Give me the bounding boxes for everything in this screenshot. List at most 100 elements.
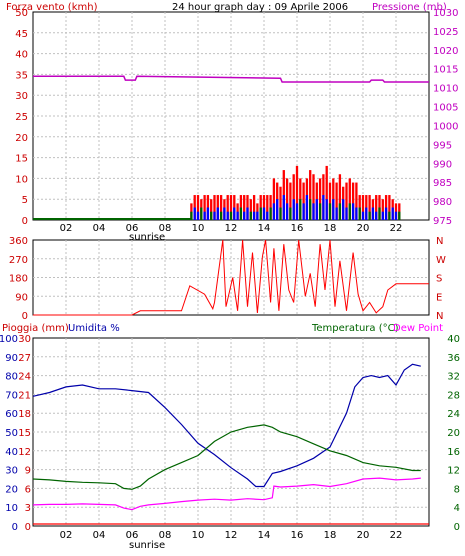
rain-x-tick-label: 14 [258,530,271,541]
wind-gust-bar [335,182,338,220]
temperature-tick-label: 40 [447,334,460,345]
wind-direction-ticks: 0 N 90 E 180 S 270 W 360 N [9,236,446,322]
wind-gust-bar [368,195,371,220]
wind-gust-bar [249,199,252,220]
direction-compass-label: E [436,292,442,303]
wind-mean-bar [210,211,213,220]
wind-tick-label: 5 [22,195,28,206]
wind-gust-bar [226,195,229,220]
wind-tick-label: 30 [15,91,28,102]
pressure-tick-label: 980 [433,197,452,208]
wind-mean-bar [309,199,312,220]
temperature-tick-label: 8 [454,484,460,495]
direction-compass-label: N [436,236,443,247]
wind-mean-bar [259,207,262,220]
direction-tick-label: 360 [9,236,28,247]
wind-gust-bar [365,195,368,220]
wind-mean-bar [338,203,342,220]
wind-mean-bar [226,211,229,220]
wind-tick-label: 15 [15,154,28,165]
wind-gust-bar [203,195,206,220]
wind-direction-grid [33,240,429,315]
wind-x-tick-label: 16 [291,223,304,234]
humidity-tick-label: 0 [12,522,18,533]
chart-title: 24 hour graph day : 09 Aprile 2006 [172,2,348,13]
wind-gust-bar [338,174,342,220]
wind-mean-bar [213,211,216,220]
rain-tick-label: 15 [18,428,31,439]
wind-gust-bar [292,174,295,220]
wind-gust-bar [328,182,332,220]
wind-mean-bar [256,211,259,220]
wind-gust-bar [262,195,266,220]
wind-gust-bar [309,170,312,220]
temperature-tick-label: 28 [447,390,460,401]
wind-mean-bar [332,199,335,220]
wind-gust-bar [269,195,272,220]
rain-x-tick-label: 12 [225,530,238,541]
wind-mean-bar [394,211,398,220]
wind-pressure-marks [33,75,429,220]
humidity-tick-label: 90 [5,353,18,364]
rain-x-tick-label: 16 [291,530,304,541]
wind-mean-bar [351,203,355,220]
wind-mean-bar [358,207,361,220]
humidity-tick-label: 50 [5,428,18,439]
wind-x-tick-label: 22 [390,223,403,234]
wind-x-tick-label: 08 [159,223,172,234]
wind-mean-bar [302,203,305,220]
wind-gust-bar [348,178,351,220]
rain-x-tick-label: 02 [60,530,73,541]
wind-mean-bar [361,211,365,220]
humidity-tick-label: 70 [5,390,18,401]
wind-mean-bar [378,207,381,220]
humidity-tick-label: 10 [5,503,18,514]
wind-x-tick-label: 10 [192,223,205,234]
pressure-tick-label: 1000 [433,121,458,132]
wind-mean-bar [289,207,292,220]
direction-tick-label: 270 [9,255,28,266]
wind-mean-bar [368,211,371,220]
wind-gust-bar [266,195,269,220]
wind-mean-bar [239,207,243,220]
wind-gust-bar [318,178,322,220]
rain-tick-label: 3 [25,503,31,514]
wind-axis-title: Forza vento (kmh) [6,2,98,13]
wind-mean-bar [282,195,285,220]
wind-mean-bar [398,211,401,220]
wind-mean-bar [206,207,210,220]
wind-gust-bar [302,182,305,220]
dewpoint-axis-title: Dew Point [393,323,443,334]
wind-tick-label: 45 [15,29,28,40]
wind-x-tick-label: 12 [225,223,238,234]
wind-mean-bar [312,203,315,220]
rain-x-tick-label: 04 [93,530,106,541]
sunrise-label-bottom: sunrise [129,540,165,551]
wind-mean-bar [391,207,394,220]
wind-mean-bar [375,211,378,220]
wind-gust-bar [272,178,276,220]
wind-gust-bar [196,195,200,220]
rain-tick-label: 6 [25,484,31,495]
wind-mean-bar [193,207,196,220]
wind-gust-bar [239,195,243,220]
dewpoint-line [32,477,421,511]
wind-mean-bar [196,211,200,220]
wind-gust-bar [233,195,236,220]
pressure-axis-title: Pressione (mb) [372,2,447,13]
wind-gust-bar [345,182,348,220]
direction-tick-label: 180 [9,274,28,285]
direction-compass-label: W [436,255,446,266]
wind-tick-label: 0 [22,216,28,227]
wind-mean-bar [285,203,289,220]
rain-x-tick-label: 08 [159,530,172,541]
wind-gust-bar [210,199,213,220]
humidity-tick-label: 80 [5,372,18,383]
rain-tick-label: 24 [18,372,31,383]
wind-mean-bar [243,211,246,220]
rain-tick-label: 12 [18,447,31,458]
wind-mean-bar [381,211,384,220]
wind-mean-bar [269,207,272,220]
wind-gust-bar [219,195,223,220]
